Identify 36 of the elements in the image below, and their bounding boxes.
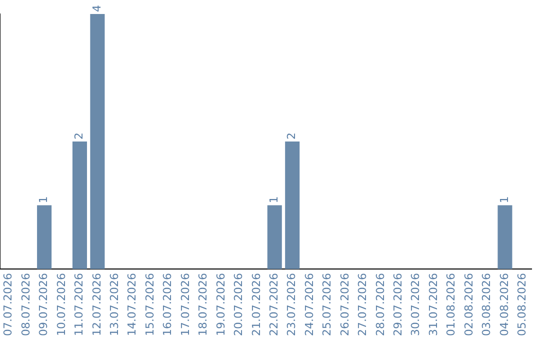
x-tick-label: 31.07.2026	[426, 273, 440, 336]
x-tick-label: 09.07.2026	[37, 273, 50, 336]
x-tick-label: 07.07.2026	[2, 273, 15, 336]
x-tick-label: 30.07.2026	[409, 273, 422, 336]
data-label: 4	[90, 5, 104, 12]
x-tick-label: 19.07.2026	[214, 273, 228, 336]
x-tick-label: 23.07.2026	[285, 273, 298, 336]
x-tick-label: 28.07.2026	[374, 273, 387, 336]
x-tick-label: 12.07.2026	[90, 273, 104, 336]
x-tick-label: 01.08.2026	[444, 273, 458, 336]
x-tick-label: 13.07.2026	[108, 273, 122, 336]
x-tick-label: 04.08.2026	[498, 273, 511, 336]
x-tick-label: 21.07.2026	[250, 273, 263, 336]
x-tick-label: 14.07.2026	[126, 273, 139, 336]
x-tick-label: 18.07.2026	[196, 273, 210, 336]
x-tick-label: 05.08.2026	[516, 273, 529, 336]
x-tick-label: 08.07.2026	[19, 273, 32, 336]
x-tick-label: 29.07.2026	[392, 273, 405, 336]
data-label: 1	[37, 196, 50, 204]
x-tick-label: 25.07.2026	[320, 273, 334, 336]
data-label: 2	[285, 132, 298, 140]
x-tick-label: 24.07.2026	[302, 273, 316, 336]
x-tick-label: 10.07.2026	[54, 273, 68, 336]
data-label: 1	[267, 196, 280, 204]
x-tick-label: 20.07.2026	[232, 273, 246, 336]
x-tick-label: 17.07.2026	[178, 273, 192, 336]
x-tick-label: 15.07.2026	[143, 273, 156, 336]
x-tick-label: 03.08.2026	[480, 273, 494, 336]
x-tick-label: 27.07.2026	[356, 273, 370, 336]
x-tick-label: 02.08.2026	[462, 273, 476, 336]
x-tick-label: 26.07.2026	[338, 273, 352, 336]
x-tick-label: 22.07.2026	[267, 273, 280, 336]
x-tick-label: 11.07.2026	[72, 273, 86, 336]
x-tick-label: 16.07.2026	[161, 273, 174, 336]
data-label: 1	[498, 196, 511, 204]
data-label: 2	[72, 132, 86, 140]
